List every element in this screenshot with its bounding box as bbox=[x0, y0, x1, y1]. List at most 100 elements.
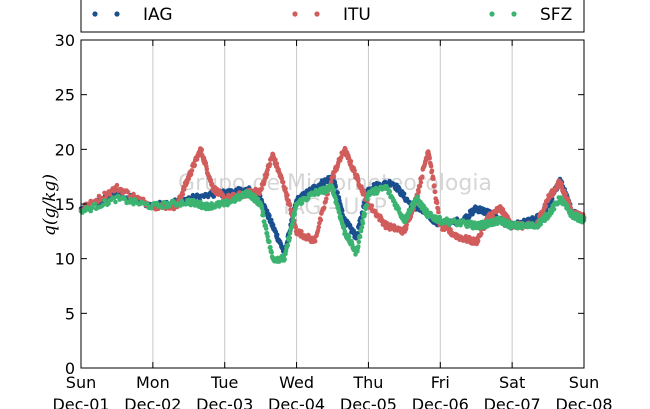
legend-marker-iag bbox=[92, 11, 98, 17]
data-point bbox=[359, 224, 365, 230]
data-point bbox=[262, 219, 267, 224]
data-point bbox=[283, 248, 289, 254]
legend-label-itu: ITU bbox=[343, 5, 371, 25]
x-tick-date-label: Dec-02 bbox=[124, 395, 181, 409]
data-point bbox=[356, 244, 361, 249]
data-points bbox=[78, 145, 587, 264]
data-point bbox=[420, 174, 425, 179]
y-tick-label: 5 bbox=[65, 304, 75, 323]
data-point bbox=[475, 238, 481, 243]
series-sfz-points bbox=[78, 183, 587, 264]
data-point bbox=[265, 234, 270, 239]
data-point bbox=[280, 179, 286, 185]
y-tick-label: 30 bbox=[55, 31, 75, 50]
data-point bbox=[479, 231, 484, 236]
data-point bbox=[273, 157, 278, 163]
data-point bbox=[292, 211, 298, 217]
data-point bbox=[107, 192, 113, 197]
x-tick-day-label: Sun bbox=[66, 373, 96, 392]
x-tick-date-label: Dec-05 bbox=[340, 395, 397, 409]
data-point bbox=[261, 212, 266, 218]
data-point bbox=[111, 189, 117, 194]
data-point bbox=[551, 206, 557, 212]
data-point bbox=[125, 189, 131, 195]
data-point bbox=[331, 173, 337, 179]
x-tick-day-label: Mon bbox=[136, 373, 170, 392]
data-point bbox=[416, 189, 421, 195]
data-point bbox=[204, 166, 210, 172]
x-tick-day-label: Tue bbox=[210, 373, 238, 392]
x-tick-date-label: Dec-06 bbox=[412, 395, 469, 409]
x-tick-day-label: Sat bbox=[499, 373, 525, 392]
y-tick-label: 0 bbox=[65, 359, 75, 378]
y-axis-label: q(g/kg) bbox=[40, 174, 60, 236]
data-point bbox=[287, 230, 293, 236]
legend-marker-sfz bbox=[511, 11, 517, 17]
data-point bbox=[199, 147, 204, 152]
data-point bbox=[299, 200, 305, 206]
data-point bbox=[285, 192, 290, 198]
data-point bbox=[431, 176, 436, 182]
x-tick-day-label: Fri bbox=[431, 373, 450, 392]
data-point bbox=[257, 191, 263, 196]
data-point bbox=[183, 202, 189, 207]
data-point bbox=[208, 177, 214, 183]
legend-marker-itu bbox=[292, 11, 298, 17]
legend-marker-itu bbox=[314, 11, 320, 17]
data-point bbox=[263, 226, 269, 231]
data-point bbox=[432, 183, 437, 188]
y-tick-label: 25 bbox=[55, 86, 75, 105]
legend: IAG ITU SFZ bbox=[80, 0, 585, 33]
data-point bbox=[360, 221, 366, 226]
x-tick-date-label: Dec-08 bbox=[555, 395, 612, 409]
data-point bbox=[131, 191, 136, 197]
data-point bbox=[362, 211, 368, 217]
data-point bbox=[356, 239, 362, 245]
data-point bbox=[267, 239, 272, 244]
data-point bbox=[318, 217, 324, 223]
data-point bbox=[356, 178, 361, 183]
data-point bbox=[559, 181, 564, 187]
data-point bbox=[352, 168, 357, 173]
y-tick-label: 20 bbox=[55, 140, 75, 159]
data-point bbox=[268, 245, 273, 250]
data-point bbox=[188, 171, 194, 177]
data-point bbox=[92, 201, 98, 207]
data-point bbox=[432, 189, 438, 195]
data-point bbox=[122, 197, 128, 202]
data-point bbox=[264, 172, 270, 177]
data-point bbox=[290, 222, 295, 227]
data-point bbox=[396, 206, 402, 212]
data-point bbox=[293, 224, 299, 230]
data-point bbox=[346, 234, 352, 240]
data-point bbox=[194, 157, 200, 162]
x-tick-day-label: Wed bbox=[279, 373, 314, 392]
data-point bbox=[401, 191, 407, 196]
data-point bbox=[434, 200, 440, 205]
data-point bbox=[290, 218, 296, 223]
data-point bbox=[160, 205, 165, 211]
y-tick-label: 10 bbox=[55, 250, 75, 269]
y-tick-label: 15 bbox=[55, 195, 75, 214]
x-tick-date-label: Dec-01 bbox=[52, 395, 109, 409]
data-point bbox=[335, 190, 340, 195]
legend-marker-iag bbox=[114, 11, 120, 17]
data-point bbox=[357, 234, 363, 240]
data-point bbox=[269, 250, 275, 255]
data-point bbox=[563, 191, 568, 197]
data-point bbox=[198, 199, 203, 205]
x-tick-date-label: Dec-04 bbox=[268, 395, 325, 409]
data-point bbox=[358, 228, 364, 234]
legend-label-iag: IAG bbox=[143, 5, 173, 25]
data-point bbox=[436, 209, 441, 215]
data-point bbox=[321, 205, 327, 210]
x-tick-day-label: Thu bbox=[352, 373, 383, 392]
data-point bbox=[192, 162, 198, 168]
y-axis-label-text: q(g/kg) bbox=[40, 174, 60, 236]
data-point bbox=[287, 203, 293, 208]
data-point bbox=[283, 186, 288, 191]
legend-box bbox=[80, 0, 585, 33]
data-point bbox=[316, 224, 322, 230]
data-point bbox=[287, 235, 293, 241]
